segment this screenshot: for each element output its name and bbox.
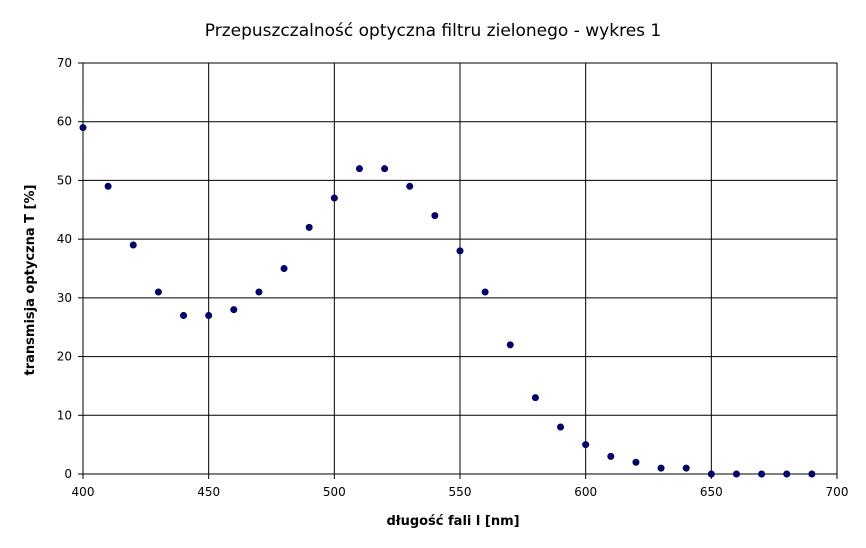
data-point (506, 341, 514, 349)
data-point (531, 394, 539, 402)
y-tick-label: 10 (57, 408, 72, 422)
y-tick-labels: 0 10 20 30 40 50 60 70 (57, 56, 72, 481)
y-tick-label: 20 (57, 350, 72, 364)
data-point (330, 194, 338, 202)
data-point (783, 470, 791, 478)
grid (82, 62, 838, 475)
data-point (481, 288, 489, 296)
chart-title: Przepuszczalność optyczna filtru zielone… (205, 21, 661, 41)
data-point (682, 464, 690, 472)
x-tick-label: 600 (574, 485, 597, 499)
data-point (79, 124, 87, 132)
data-point (758, 470, 766, 478)
x-tick-label: 550 (449, 485, 472, 499)
data-point (456, 247, 464, 255)
data-point (280, 264, 288, 272)
data-point (707, 470, 715, 478)
x-tick-label: 650 (700, 485, 723, 499)
data-point (305, 223, 313, 231)
x-tick-label: 400 (72, 485, 95, 499)
data-point (582, 441, 590, 449)
x-tick-label: 450 (197, 485, 220, 499)
data-point (657, 464, 665, 472)
y-tick-label: 40 (57, 232, 72, 246)
data-point (255, 288, 263, 296)
x-tick-label: 700 (826, 485, 849, 499)
y-axis-label: transmisja optyczna T [%] (23, 185, 38, 376)
data-point (205, 311, 213, 319)
data-point (104, 182, 112, 190)
y-tick-label: 60 (57, 115, 72, 129)
data-point (180, 311, 188, 319)
data-point (557, 423, 565, 431)
x-axis-label: długość fali l [nm] (386, 514, 519, 529)
y-tick-label: 30 (57, 291, 72, 305)
data-point (154, 288, 162, 296)
data-point (732, 470, 740, 478)
data-point (381, 165, 389, 173)
data-point (355, 165, 363, 173)
data-point (607, 452, 615, 460)
data-point (431, 212, 439, 220)
data-point (406, 182, 414, 190)
x-tick-label: 500 (323, 485, 346, 499)
data-point (808, 470, 816, 478)
y-tick-label: 50 (57, 173, 72, 187)
data-point (129, 241, 137, 249)
y-tick-label: 70 (57, 56, 72, 70)
x-tick-labels: 400 450 500 550 600 650 700 (72, 485, 849, 499)
data-points (79, 124, 816, 478)
y-tick-label: 0 (64, 467, 72, 481)
data-point (230, 306, 238, 314)
data-point (632, 458, 640, 466)
